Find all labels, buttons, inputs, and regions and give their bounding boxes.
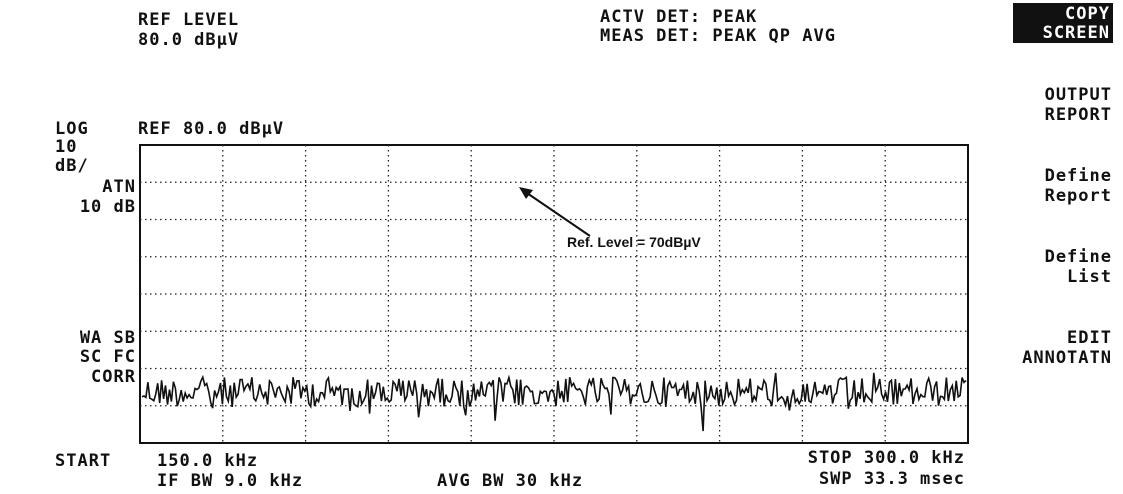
flag-label: CORR (91, 367, 136, 387)
scale-info: 10 (55, 137, 77, 157)
stop-frequency: STOP 300.0 kHz (808, 448, 965, 468)
start-label: START (55, 451, 111, 471)
softkey-label[interactable]: REPORT (1045, 105, 1112, 125)
scale-info: ATN (102, 177, 136, 197)
softkey-highlight (1013, 3, 1113, 43)
softkey[interactable]: COPY SCREEN (1013, 3, 1113, 43)
ref-level-value: 80.0 dBµV (138, 30, 239, 50)
ref-label: REF 80.0 dBµV (138, 119, 284, 139)
softkey-label[interactable]: SCREEN (1043, 23, 1110, 43)
active-detector: ACTV DET: PEAK (600, 7, 757, 27)
softkey-label[interactable]: ANNOTATN (1022, 348, 1112, 368)
scale-label: LOG (55, 119, 89, 139)
arrow-head (519, 187, 533, 199)
start-frequency: 150.0 kHz (157, 451, 258, 471)
ref-level-label: REF LEVEL (138, 10, 239, 30)
softkey-label[interactable]: List (1067, 267, 1112, 287)
measure-detector: MEAS DET: PEAK QP AVG (600, 26, 836, 46)
graticule (139, 144, 969, 444)
flag-label: WA SB (80, 328, 136, 348)
softkey-label[interactable]: Report (1045, 186, 1112, 206)
softkey-label[interactable]: OUTPUT (1045, 85, 1112, 105)
flag-label: SC FC (80, 347, 136, 367)
scale-info: 10 dB (80, 197, 136, 217)
scale-info: dB/ (55, 156, 89, 176)
softkey-label[interactable]: COPY (1065, 4, 1110, 24)
softkey-label[interactable]: EDIT (1067, 328, 1112, 348)
softkey-label[interactable]: Define (1045, 247, 1112, 267)
annotation: Ref. Level = 70dBµV (567, 234, 701, 250)
spectrum-trace (141, 372, 967, 432)
sweep-time: SWP 33.3 msec (819, 469, 965, 489)
softkey-label[interactable]: Define (1045, 166, 1112, 186)
if-bandwidth: IF BW 9.0 kHz (157, 471, 303, 491)
annotation-arrow (523, 190, 591, 237)
avg-bandwidth: AVG BW 30 kHz (437, 471, 583, 491)
